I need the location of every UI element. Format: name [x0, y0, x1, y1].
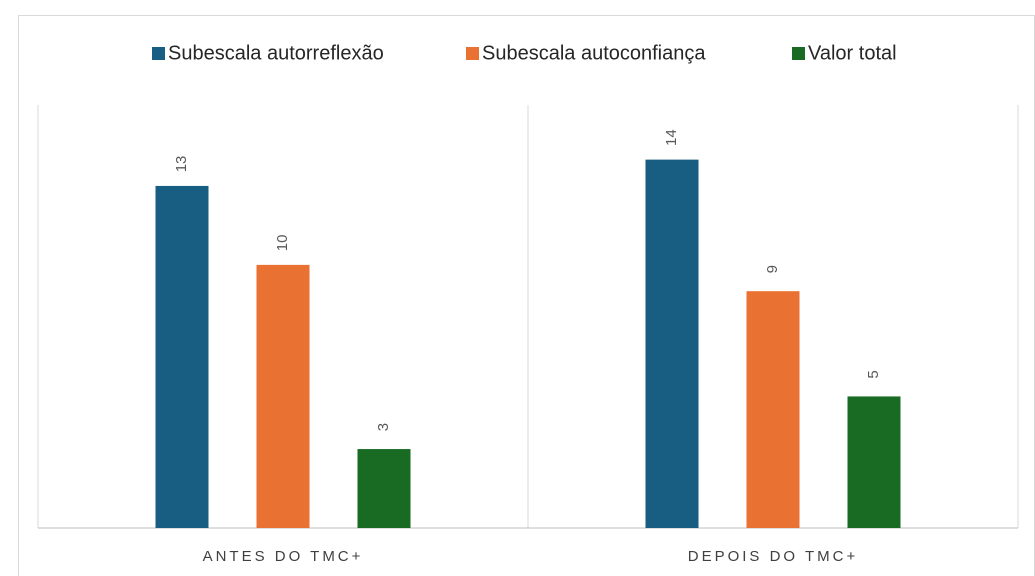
bar [746, 291, 800, 528]
data-label: 13 [173, 156, 190, 173]
bar [847, 396, 901, 528]
legend-label: Subescala autorreflexão [168, 42, 384, 64]
bar [645, 159, 699, 528]
x-tick-label: DEPOIS DO TMC+ [688, 548, 859, 565]
legend-label: Valor total [808, 42, 897, 64]
data-label: 3 [375, 423, 392, 431]
legend-swatch [792, 47, 805, 60]
bar [256, 264, 310, 528]
legend-swatch [152, 47, 165, 60]
data-label: 5 [865, 370, 882, 378]
bar [357, 449, 411, 528]
legend-swatch [466, 47, 479, 60]
legend-label: Subescala autoconfiança [482, 42, 706, 64]
bar [155, 185, 209, 528]
data-label: 10 [274, 235, 291, 252]
data-label: 9 [764, 265, 781, 273]
x-tick-label: ANTES DO TMC+ [203, 548, 364, 565]
data-label: 14 [663, 129, 680, 146]
